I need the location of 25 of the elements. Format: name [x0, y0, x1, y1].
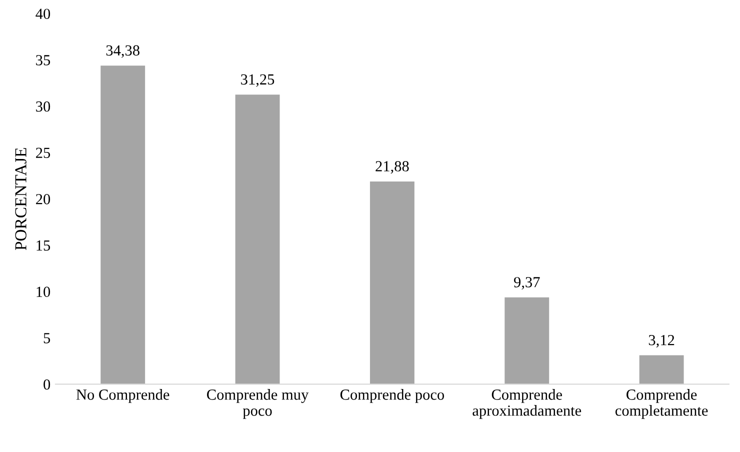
y-tick-label: 10 — [36, 286, 50, 297]
x-tick-label: Comprende completamente — [615, 389, 708, 419]
y-tick-label: 40 — [36, 8, 50, 20]
data-label: 9,37 — [514, 277, 540, 290]
x-tick-label: No Comprende — [76, 389, 170, 403]
data-label: 21,88 — [376, 161, 409, 174]
y-tick-label: 15 — [36, 240, 50, 251]
bar — [504, 297, 550, 384]
data-label: 34,38 — [106, 45, 140, 58]
data-label: 31,25 — [241, 74, 274, 87]
x-tick-label: Comprende muy poco — [207, 389, 309, 419]
y-tick-label: 5 — [44, 333, 50, 344]
bar — [100, 66, 146, 384]
data-label: 3,12 — [648, 334, 674, 348]
x-tick-label: Comprende aproximadamente — [472, 389, 582, 419]
y-tick-label: 0 — [44, 379, 50, 390]
y-axis-title: PORCENTAJE — [15, 148, 26, 250]
y-tick-label: 35 — [36, 55, 50, 66]
y-tick-label: 20 — [36, 194, 50, 204]
bar — [370, 181, 414, 384]
x-tick-label: Comprende poco — [340, 389, 444, 403]
y-tick-label: 30 — [36, 101, 50, 112]
bar — [235, 94, 280, 384]
y-tick-label: 25 — [36, 148, 50, 158]
bar — [639, 355, 684, 384]
